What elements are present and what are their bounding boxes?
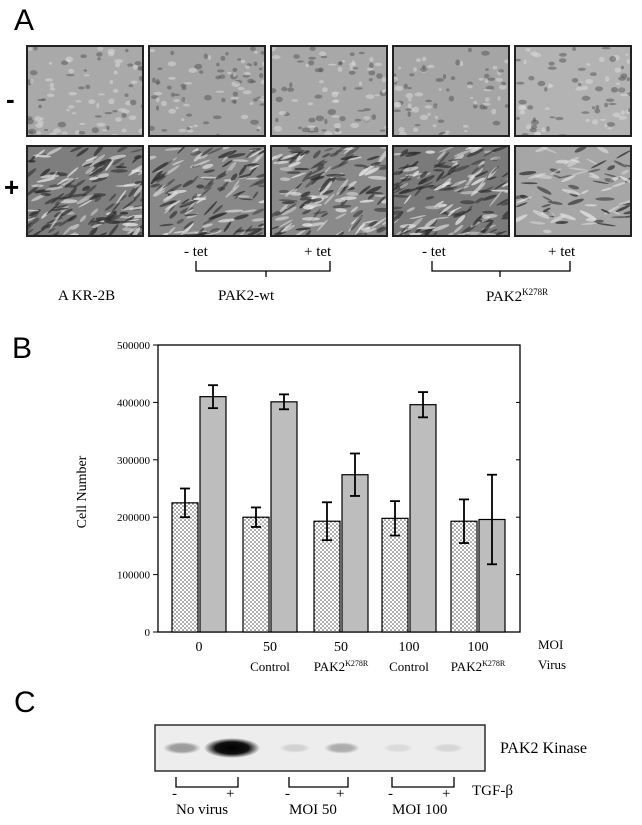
virus-row-label: Virus — [538, 657, 566, 672]
lane-bracket-1 — [175, 777, 239, 788]
moi-label-4: 100 — [399, 640, 420, 655]
label-pak2wt-plus-tet: + tet — [304, 244, 332, 260]
lane-minus-sign-1: - — [172, 786, 177, 802]
y-tick-label: 200000 — [117, 512, 151, 524]
y-tick-label: 500000 — [117, 340, 151, 352]
tgf-beta-label: TGF-β — [472, 783, 513, 799]
pak2wt-bracket — [195, 261, 331, 272]
micrograph-3-minus — [270, 45, 388, 137]
y-tick-label: 100000 — [117, 570, 151, 582]
band-2-minus — [279, 743, 311, 753]
virus-label-3: PAK2K278R — [314, 659, 369, 674]
cell-number-chart: Cell Number 0100000200000300000400000500… — [75, 340, 566, 674]
moi-row-label: MOI — [538, 637, 563, 652]
bar-s2-3 — [341, 474, 369, 633]
row-minus-label: - — [6, 84, 15, 114]
y-tick-label: 300000 — [117, 455, 151, 467]
micrograph-1-plus — [26, 145, 144, 237]
label-mut-minus-tet: - tet — [422, 244, 446, 260]
moi-label-5: 100 — [468, 640, 489, 655]
micrograph-2-minus — [148, 45, 266, 137]
virus-label-4: Control — [389, 659, 429, 674]
y-tick-label: 0 — [145, 627, 151, 639]
virus-label-2: Control — [250, 659, 290, 674]
micrograph-4-plus — [392, 145, 510, 237]
group-label-2: MOI 50 — [289, 802, 337, 818]
pak2-k278r-bracket — [431, 261, 571, 272]
panel-b-letter: B — [12, 332, 33, 365]
micrograph-2-plus — [148, 145, 266, 237]
label-pak2-k278r: PAK2K278R — [486, 287, 549, 305]
bar-s1-1 — [171, 502, 199, 633]
y-axis-label: Cell Number — [75, 455, 90, 528]
label-mut-plus-tet: + tet — [548, 244, 576, 260]
moi-label-1: 0 — [196, 640, 203, 655]
micrograph-1-minus — [26, 45, 144, 137]
band-3-minus — [382, 743, 414, 753]
moi-label-2: 50 — [263, 640, 277, 655]
moi-label-3: 50 — [334, 640, 348, 655]
bar-s2-1 — [199, 396, 227, 633]
lane-plus-sign-2: + — [336, 786, 345, 802]
band-2-plus — [324, 742, 360, 754]
lane-minus-sign-2: - — [285, 786, 290, 802]
micrograph-3-plus — [270, 145, 388, 237]
tet-brackets — [195, 261, 571, 277]
bar-s2-2 — [270, 401, 298, 633]
lane-plus-sign-3: + — [442, 786, 451, 802]
lane-minus-sign-3: - — [388, 786, 393, 802]
label-pak2-wt: PAK2-wt — [218, 288, 275, 304]
bar-s1-4 — [381, 517, 409, 633]
micrograph-5-minus — [514, 45, 632, 137]
group-label-3: MOI 100 — [392, 802, 448, 818]
lane-bracket-3 — [391, 777, 455, 788]
label-akr-2b: A KR-2B — [58, 288, 116, 304]
band-1-plus — [204, 738, 260, 758]
row-plus-label: + — [4, 172, 20, 202]
pak2-kinase-label: PAK2 Kinase — [500, 740, 587, 757]
lane-bracket-2 — [288, 777, 349, 788]
band-3-plus — [432, 743, 464, 753]
bar-s2-4 — [409, 404, 437, 633]
micrograph-5-plus — [514, 145, 632, 237]
group-label-1: No virus — [176, 802, 229, 818]
lane-plus-sign-1: + — [226, 786, 235, 802]
panel-a-letter: A — [14, 4, 35, 37]
y-tick-label: 400000 — [117, 397, 151, 409]
label-pak2wt-minus-tet: - tet — [184, 244, 208, 260]
micrograph-4-minus — [392, 45, 510, 137]
panel-c-letter: C — [14, 686, 36, 719]
band-1-minus — [163, 741, 201, 755]
virus-label-5: PAK2K278R — [451, 659, 506, 674]
